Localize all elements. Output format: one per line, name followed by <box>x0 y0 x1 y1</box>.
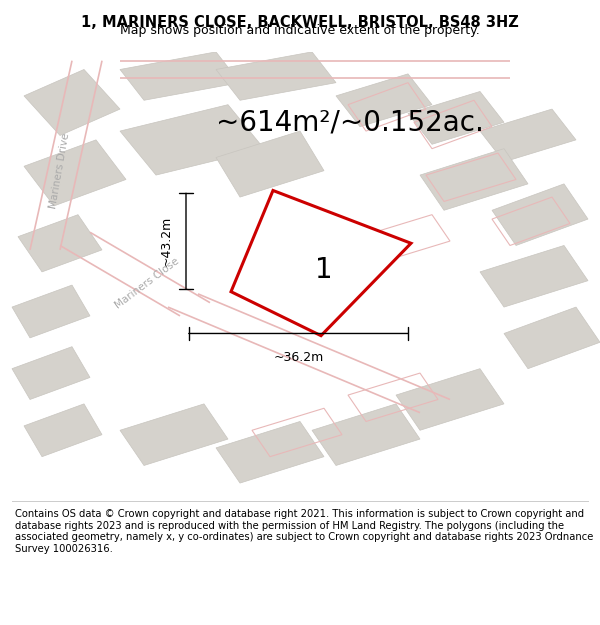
Polygon shape <box>12 347 90 399</box>
Polygon shape <box>24 140 126 206</box>
Polygon shape <box>216 421 324 483</box>
Polygon shape <box>492 184 588 246</box>
Polygon shape <box>120 104 264 175</box>
Text: 1: 1 <box>315 256 333 284</box>
Text: ~36.2m: ~36.2m <box>274 351 323 364</box>
Polygon shape <box>216 131 324 197</box>
Text: 1, MARINERS CLOSE, BACKWELL, BRISTOL, BS48 3HZ: 1, MARINERS CLOSE, BACKWELL, BRISTOL, BS… <box>81 14 519 29</box>
Text: ~614m²/~0.152ac.: ~614m²/~0.152ac. <box>216 108 484 136</box>
Polygon shape <box>480 246 588 307</box>
Polygon shape <box>24 69 120 136</box>
Text: ~43.2m: ~43.2m <box>160 216 173 266</box>
Text: Contains OS data © Crown copyright and database right 2021. This information is : Contains OS data © Crown copyright and d… <box>15 509 593 554</box>
Polygon shape <box>24 404 102 457</box>
Polygon shape <box>480 109 576 162</box>
Polygon shape <box>312 404 420 466</box>
Polygon shape <box>216 52 336 100</box>
Polygon shape <box>396 369 504 430</box>
Text: Mariners Drive: Mariners Drive <box>49 132 71 209</box>
Polygon shape <box>336 74 432 127</box>
Text: Map shows position and indicative extent of the property.: Map shows position and indicative extent… <box>120 24 480 38</box>
Polygon shape <box>120 52 240 100</box>
Polygon shape <box>18 214 102 272</box>
Polygon shape <box>12 285 90 338</box>
Polygon shape <box>504 307 600 369</box>
Polygon shape <box>231 191 411 336</box>
Text: Mariners Close: Mariners Close <box>113 256 181 310</box>
Polygon shape <box>408 91 504 144</box>
Polygon shape <box>420 149 528 210</box>
Polygon shape <box>120 404 228 466</box>
